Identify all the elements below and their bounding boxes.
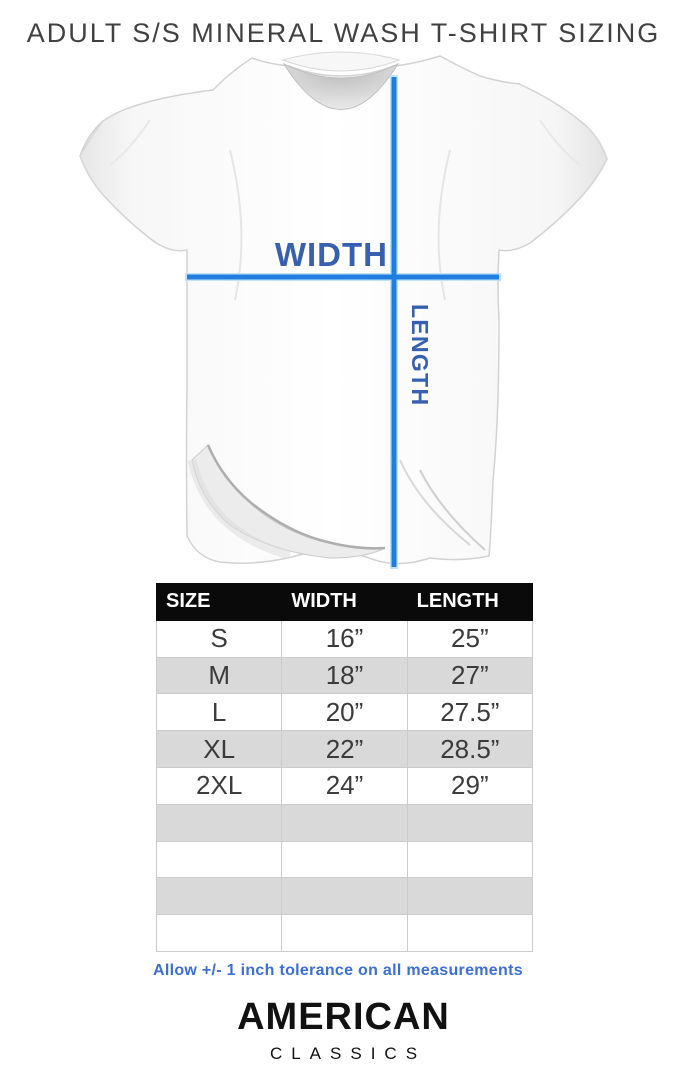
svg-text:WIDTH: WIDTH [275, 236, 388, 273]
svg-text:LENGTH: LENGTH [407, 304, 433, 406]
